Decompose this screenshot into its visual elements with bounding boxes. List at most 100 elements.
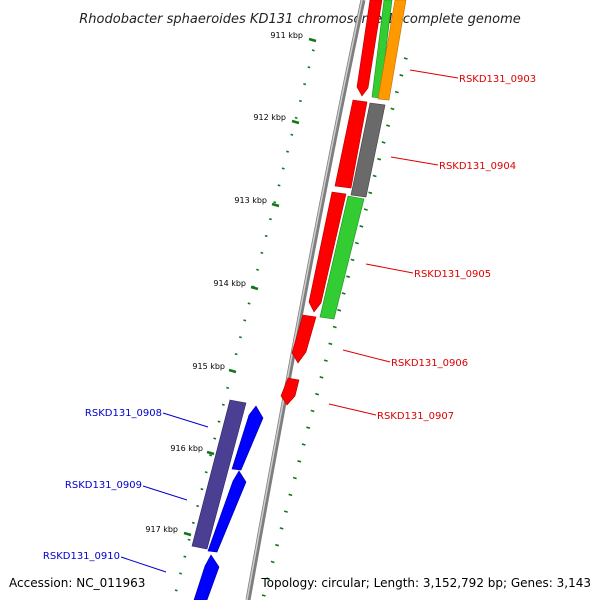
minor-tick [323, 359, 328, 362]
connector-0905 [365, 263, 414, 274]
minor-tick [191, 521, 195, 525]
gene-label-0908[interactable]: RSKD131_0908 [85, 408, 162, 419]
gene-label-0907[interactable]: RSKD131_0907 [377, 411, 454, 422]
summary-text: Topology: circular; Length: 3,152,792 bp… [260, 576, 591, 590]
gene-label-0910[interactable]: RSKD131_0910 [43, 551, 120, 562]
connector-0909 [142, 485, 188, 501]
gene-arrow-0906[interactable] [291, 314, 317, 364]
minor-tick [288, 493, 293, 497]
tick-label-911: 911 kbp [270, 31, 303, 40]
minor-tick [310, 409, 315, 413]
gene-arrow-0909[interactable] [207, 470, 247, 553]
minor-tick [200, 488, 204, 491]
gene-label-0904[interactable]: RSKD131_0904 [439, 161, 516, 172]
connector-0908 [162, 412, 209, 428]
minor-tick [403, 57, 408, 60]
minor-tick [311, 49, 315, 52]
gene-label-0903[interactable]: RSKD131_0903 [459, 74, 536, 85]
tick-912 [291, 119, 300, 125]
minor-tick [337, 308, 342, 312]
minor-tick [307, 66, 311, 69]
gene-arrow-0907[interactable] [280, 377, 300, 406]
minor-tick [213, 437, 217, 440]
minor-tick [328, 342, 333, 346]
connector-0903 [409, 69, 459, 79]
minor-tick [183, 555, 187, 558]
tick-911 [308, 37, 317, 43]
gene-feature-0903-orange[interactable] [377, 0, 407, 101]
tick-914 [250, 285, 259, 291]
minor-tick [209, 454, 213, 457]
minor-tick [359, 225, 364, 228]
minor-tick [234, 353, 238, 356]
minor-tick [260, 251, 264, 255]
tick-label-913: 913 kbp [234, 196, 267, 205]
minor-tick [350, 258, 355, 262]
gene-feature-0904-grey[interactable] [350, 102, 386, 198]
minor-tick [363, 208, 368, 211]
connector-0906 [342, 349, 391, 363]
connector-0910 [120, 556, 167, 573]
minor-tick [292, 476, 297, 480]
minor-tick [275, 543, 280, 547]
gene-feature-0908-dark[interactable] [191, 399, 247, 550]
minor-tick [368, 191, 373, 195]
accession-text: Accession: NC_011963 [9, 576, 145, 590]
minor-tick [377, 157, 382, 161]
minor-tick [301, 443, 306, 446]
scale-ticks: 911 kbp 912 kbp 913 kbp 914 kbp 915 kbp … [145, 31, 317, 537]
minor-tick [286, 150, 290, 153]
gene-arrow-0910[interactable] [193, 554, 220, 600]
gene-feature-0905-green[interactable] [319, 195, 365, 320]
minor-tick [261, 594, 266, 597]
map-title: Rhodobacter sphaeroides KD131 chromosome… [79, 12, 520, 27]
gene-arrow-0908[interactable] [231, 405, 264, 471]
gene-label-0909[interactable]: RSKD131_0909 [65, 480, 142, 491]
tick-916 [206, 450, 215, 456]
minor-tick [196, 504, 200, 508]
minor-tick [226, 386, 230, 390]
gene-arrow-0904[interactable] [334, 99, 368, 189]
minor-tick [187, 538, 191, 541]
minor-tick [277, 184, 281, 187]
gene-label-0905[interactable]: RSKD131_0905 [414, 269, 491, 280]
minor-tick [268, 218, 272, 221]
tick-915 [228, 368, 237, 374]
gene-arrow-0905[interactable] [308, 191, 347, 313]
minor-tick [319, 376, 324, 379]
minor-tick [264, 234, 268, 238]
minor-tick [279, 527, 284, 530]
forward-tick-guide [261, 57, 408, 597]
minor-tick [283, 510, 288, 513]
tick-917 [183, 531, 192, 537]
gene-arrow-0903[interactable] [356, 0, 383, 97]
minor-tick [281, 167, 285, 170]
minor-tick [341, 292, 346, 295]
tick-label-914: 914 kbp [213, 279, 246, 288]
minor-tick [204, 471, 208, 474]
minor-tick [179, 572, 183, 575]
inner-tick-guide [174, 49, 315, 592]
tick-label-912: 912 kbp [253, 113, 286, 122]
minor-tick [297, 460, 302, 463]
minor-tick [290, 133, 294, 136]
minor-tick [386, 124, 391, 127]
minor-tick [399, 74, 404, 77]
minor-tick [270, 560, 275, 564]
minor-tick [303, 83, 307, 86]
tick-label-917: 917 kbp [145, 525, 178, 534]
minor-tick [390, 107, 395, 111]
minor-tick [221, 403, 225, 406]
minor-tick [372, 174, 377, 178]
minor-tick [174, 589, 178, 592]
minor-tick [394, 90, 399, 94]
minor-tick [354, 241, 359, 245]
minor-tick [306, 426, 311, 429]
tick-label-916: 916 kbp [170, 444, 203, 453]
connector-0904 [390, 156, 439, 166]
minor-tick [266, 577, 271, 581]
tick-913 [271, 202, 280, 208]
gene-label-0906[interactable]: RSKD131_0906 [391, 358, 468, 369]
minor-tick [381, 141, 386, 144]
